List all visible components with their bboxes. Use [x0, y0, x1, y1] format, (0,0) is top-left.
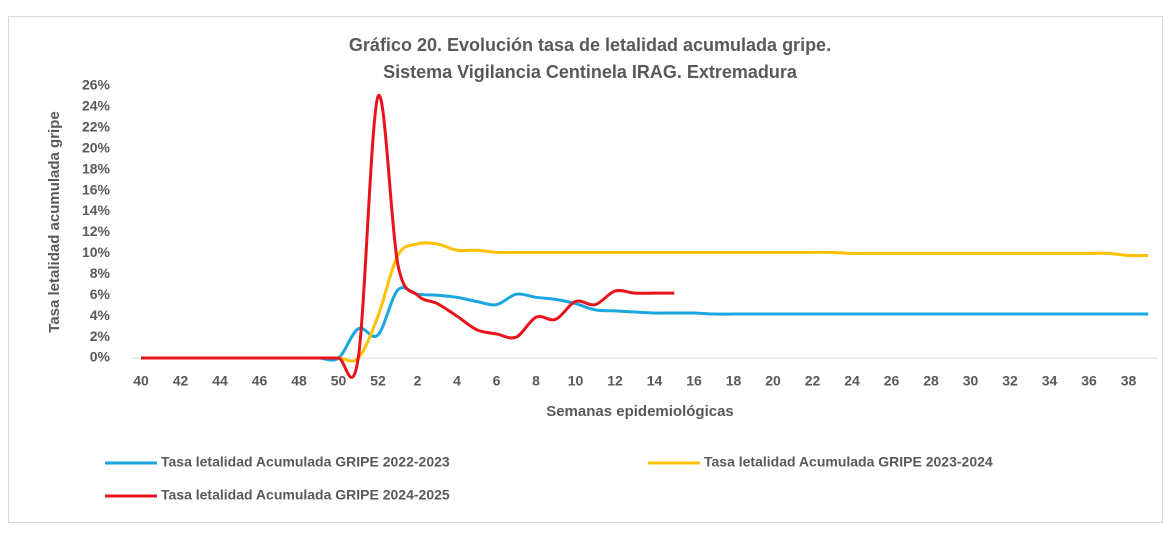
y-tick-label: 16%	[82, 181, 111, 197]
x-tick-label: 30	[963, 373, 979, 389]
x-tick-label: 2	[414, 373, 422, 389]
x-tick-label: 16	[686, 373, 702, 389]
x-tick-label: 52	[370, 373, 386, 389]
x-axis-label: Semanas epidemiológicas	[546, 403, 734, 420]
legend-label: Tasa letalidad Acumulada GRIPE 2022-2023	[161, 454, 450, 470]
y-tick-label: 8%	[90, 265, 111, 281]
legend-label: Tasa letalidad Acumulada GRIPE 2023-2024	[704, 454, 993, 470]
x-tick-label: 8	[532, 373, 540, 389]
x-tick-label: 24	[844, 373, 860, 389]
y-tick-label: 2%	[90, 328, 111, 344]
y-tick-label: 12%	[82, 223, 111, 239]
x-tick-label: 32	[1002, 373, 1018, 389]
x-tick-label: 4	[453, 373, 461, 389]
y-tick-label: 6%	[90, 286, 111, 302]
x-tick-label: 34	[1042, 373, 1058, 389]
y-tick-label: 22%	[82, 119, 111, 135]
y-tick-label: 0%	[90, 349, 111, 365]
x-tick-label: 28	[923, 373, 939, 389]
x-tick-label: 40	[133, 373, 149, 389]
x-tick-label: 48	[291, 373, 307, 389]
y-tick-label: 26%	[82, 77, 111, 93]
x-tick-label: 6	[493, 373, 501, 389]
x-tick-label: 22	[805, 373, 821, 389]
y-tick-label: 4%	[90, 307, 111, 323]
x-tick-label: 42	[173, 373, 189, 389]
x-tick-label: 44	[212, 373, 228, 389]
chart-border	[8, 16, 1163, 523]
x-tick-label: 26	[884, 373, 900, 389]
y-tick-label: 14%	[82, 202, 111, 218]
chart-subtitle: Sistema Vigilancia Centinela IRAG. Extre…	[383, 62, 798, 82]
x-tick-label: 36	[1081, 373, 1097, 389]
y-tick-label: 18%	[82, 160, 111, 176]
y-axis-label: Tasa letalidad acumulada gripe	[46, 111, 63, 332]
x-tick-label: 12	[607, 373, 623, 389]
y-tick-label: 10%	[82, 244, 111, 260]
legend-label: Tasa letalidad Acumulada GRIPE 2024-2025	[161, 487, 450, 503]
x-tick-label: 14	[647, 373, 663, 389]
y-tick-label: 20%	[82, 139, 111, 155]
x-tick-label: 18	[726, 373, 742, 389]
chart-title: Gráfico 20. Evolución tasa de letalidad …	[349, 35, 831, 55]
x-tick-label: 46	[252, 373, 268, 389]
x-tick-label: 20	[765, 373, 781, 389]
series-line	[141, 93, 675, 379]
x-tick-label: 38	[1121, 373, 1137, 389]
x-tick-label: 50	[331, 373, 347, 389]
x-tick-label: 10	[568, 373, 584, 389]
y-tick-label: 24%	[82, 98, 111, 114]
